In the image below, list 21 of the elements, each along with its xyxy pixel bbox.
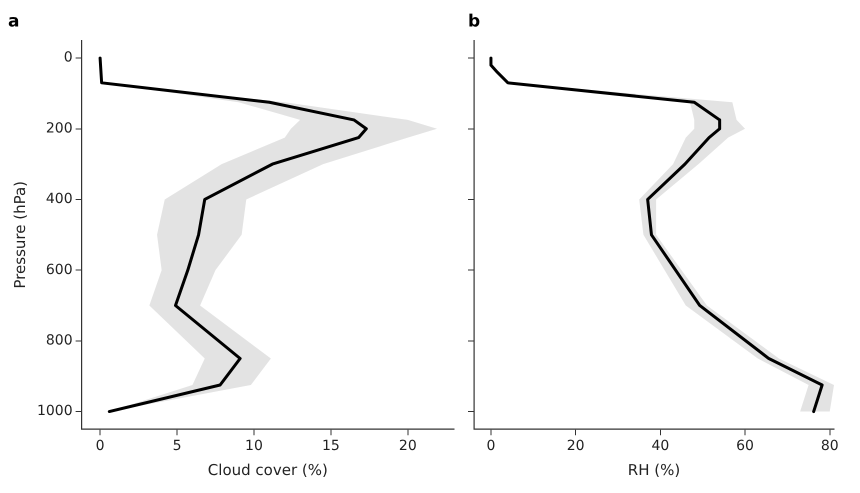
x-tick-label: 10: [245, 438, 263, 454]
x-tick-label: 0: [96, 438, 105, 454]
y-axis-title: Pressure (hPa): [10, 181, 29, 289]
x-tick-label: 20: [566, 438, 585, 454]
x-tick-label: 40: [651, 438, 670, 454]
y-tick-label: 600: [46, 262, 73, 278]
x-tick-label: 15: [322, 438, 340, 454]
x-tick-label: 20: [398, 438, 417, 454]
chart-title: a: [8, 12, 20, 32]
x-axis-title: RH (%): [628, 460, 680, 479]
y-tick-label: 800: [46, 332, 73, 348]
y-tick-label: 400: [46, 191, 73, 208]
x-axis-title: Cloud cover (%): [208, 460, 328, 479]
chart-title: b: [468, 12, 480, 32]
y-tick-label: 200: [46, 120, 73, 136]
x-tick-label: 60: [736, 438, 754, 454]
x-tick-label: 0: [486, 438, 496, 454]
x-tick-label: 5: [172, 438, 182, 454]
y-tick-label: 0: [64, 50, 73, 66]
x-tick-label: 80: [820, 438, 839, 454]
y-tick-label: 1000: [36, 403, 73, 420]
